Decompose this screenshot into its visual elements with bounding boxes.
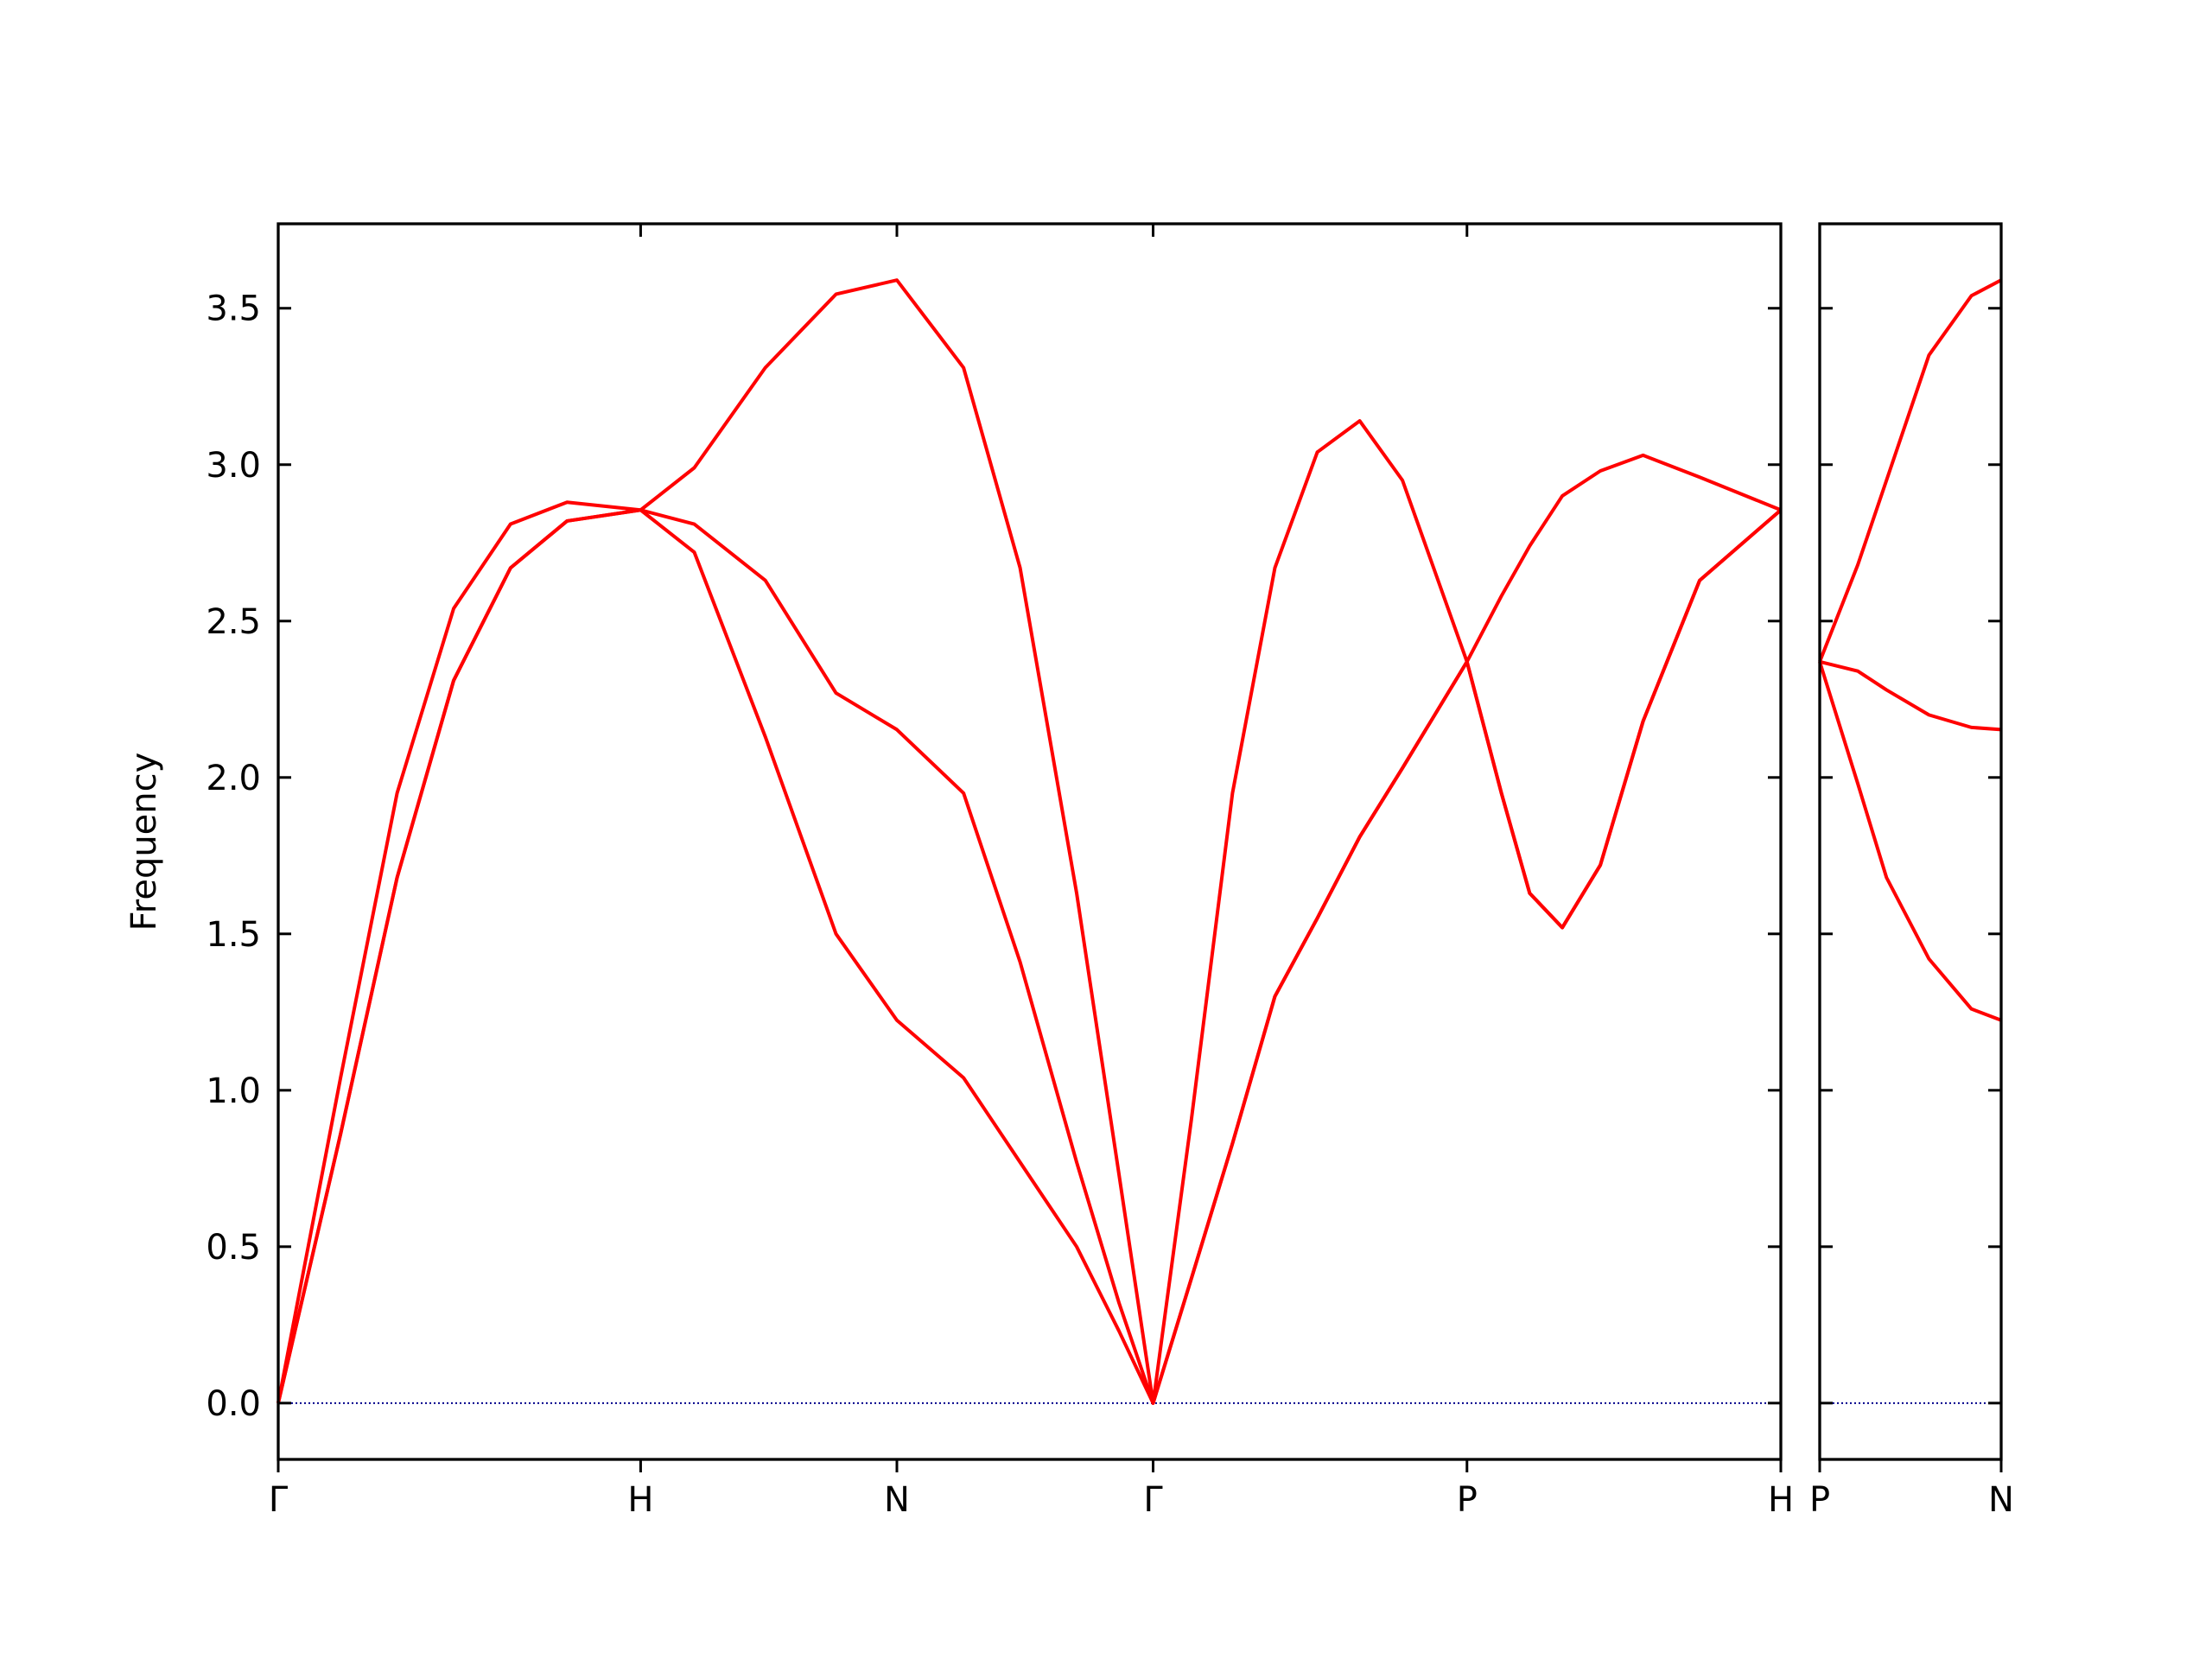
y-tick-label: 3.0 bbox=[206, 446, 261, 486]
x-tick-label: H bbox=[1768, 1480, 1794, 1520]
y-tick-label: 0.5 bbox=[206, 1228, 261, 1268]
x-tick-label: N bbox=[1988, 1480, 2014, 1520]
band-line bbox=[276, 278, 1782, 1405]
x-tick-label: P bbox=[1457, 1480, 1478, 1520]
y-tick-label: 2.5 bbox=[206, 602, 261, 642]
x-tick-label: Γ bbox=[1143, 1480, 1163, 1520]
y-tick-label: 3.5 bbox=[206, 289, 261, 329]
x-tick-label: N bbox=[884, 1480, 910, 1520]
band-line bbox=[276, 508, 1783, 1405]
band-line bbox=[1818, 278, 2002, 663]
x-tick-label: H bbox=[627, 1480, 653, 1520]
x-tick-label: Γ bbox=[269, 1480, 289, 1520]
band-line bbox=[276, 508, 1783, 1405]
y-axis-label: Frequency bbox=[124, 753, 164, 931]
axes-frame bbox=[1818, 222, 2003, 1461]
y-tick-label: 0.0 bbox=[206, 1384, 261, 1424]
y-tick-label: 1.0 bbox=[206, 1071, 261, 1111]
axes-frame bbox=[276, 222, 1783, 1461]
y-tick-label: 1.5 bbox=[206, 915, 261, 955]
band-line bbox=[1819, 659, 2002, 732]
y-tick-label: 2.0 bbox=[206, 759, 261, 798]
x-tick-label: P bbox=[1809, 1480, 1830, 1520]
band-line bbox=[1818, 661, 2002, 1022]
